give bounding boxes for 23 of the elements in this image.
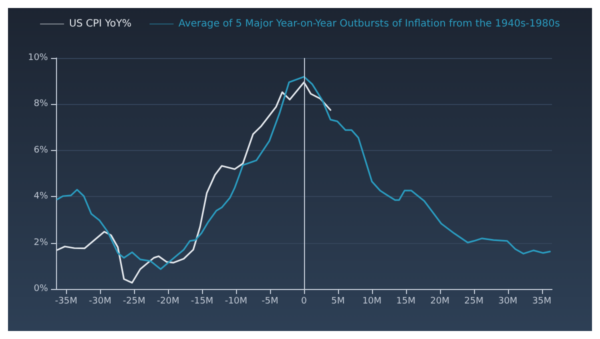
y-tick-label: 10% [28, 53, 48, 63]
x-tick-label: 25M [464, 296, 484, 306]
x-tick-label: -30M [88, 296, 112, 306]
y-tick-label: 8% [34, 99, 48, 110]
x-tick-label: 10M [362, 296, 382, 306]
x-tick-label: -10M [224, 296, 248, 306]
x-tick-label: -25M [122, 296, 146, 306]
x-tick-label: -20M [156, 296, 180, 306]
x-tick-label: 30M [498, 296, 518, 306]
legend-label: Average of 5 Major Year-on-Year Outbursts of Inflation from the 1940s-1980s [178, 18, 560, 30]
x-tick-label: 0 [301, 296, 308, 306]
y-tick-label: 4% [34, 192, 48, 202]
x-tick-label: 15M [396, 296, 416, 306]
y-tick-label: 0% [34, 284, 48, 294]
x-tick-label: 35M [532, 296, 552, 306]
y-tick-label: 2% [34, 238, 48, 248]
x-tick-label: -35M [54, 296, 78, 306]
x-tick-label: 20M [430, 296, 450, 306]
x-tick-label: -5M [262, 296, 278, 306]
x-tick-label: -15M [190, 296, 214, 306]
x-tick-label: 5M [331, 296, 345, 306]
y-tick-label: 6% [34, 145, 48, 156]
legend-label: US CPI YoY% [69, 18, 132, 30]
